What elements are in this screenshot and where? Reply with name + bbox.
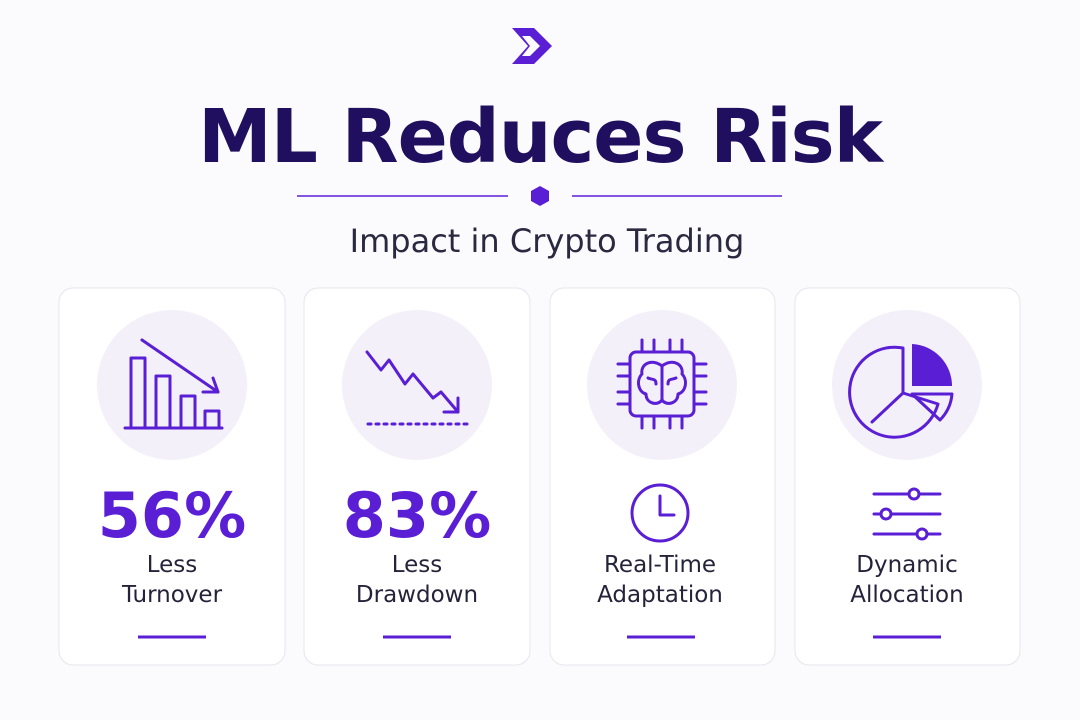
divider-hexagon (531, 186, 549, 206)
label: Less (392, 552, 443, 578)
title: ML Reduces Risk (198, 94, 885, 180)
label: Dynamic (856, 552, 957, 578)
card: 56% Less Turnover (58, 287, 286, 666)
logo (512, 28, 552, 64)
stat: 56% (98, 479, 246, 552)
stat: 83% (343, 479, 491, 552)
icon-sliders (872, 487, 942, 541)
label: Adaptation (597, 582, 723, 608)
icon-clock (630, 483, 690, 543)
label: Real-Time (604, 552, 716, 578)
label: Drawdown (356, 582, 478, 608)
icon-pie (848, 344, 954, 439)
icon-circle (97, 310, 247, 460)
icon-circle (342, 310, 492, 460)
icon-bars (123, 338, 224, 430)
icon-drawdown (365, 350, 470, 426)
card: 83% Less Drawdown (303, 287, 531, 666)
label: Less (147, 552, 198, 578)
subtitle: Impact in Crypto Trading (350, 222, 745, 260)
icon-chip (616, 338, 708, 430)
card: Dynamic Allocation (794, 287, 1021, 666)
label: Allocation (850, 582, 963, 608)
icon-circle (832, 310, 982, 460)
card: Real-Time Adaptation (549, 287, 776, 666)
label: Turnover (121, 582, 223, 608)
